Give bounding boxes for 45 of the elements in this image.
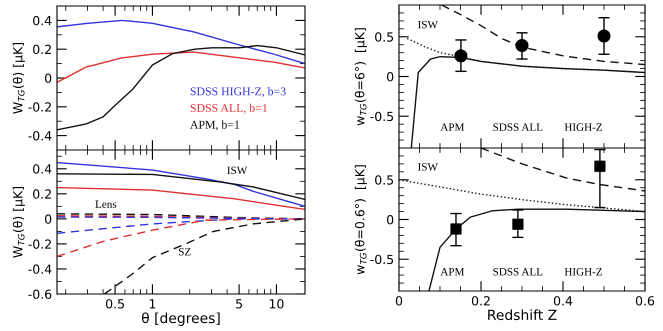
x-tick-label: 10	[270, 299, 284, 309]
x-tick-label: 0.2	[472, 296, 490, 306]
y-tick-label: -0.5	[370, 254, 394, 264]
y-axis-title: W$_{TG}$(θ) [μK]	[12, 186, 25, 258]
annotation: ISW	[227, 166, 248, 174]
x-axis-title: θ [degrees]	[142, 312, 220, 326]
annotation: APM	[440, 123, 464, 131]
x-tick-label: 0.5	[106, 299, 124, 309]
x-tick-label: 0.6	[636, 296, 654, 306]
y-tick-label: 0.2	[33, 189, 51, 199]
y-tick-label: -0.4	[28, 131, 52, 141]
annotation: SDSS ALL	[493, 123, 542, 131]
annotation: HIGH-Z	[564, 123, 602, 131]
x-tick-label: 5	[236, 299, 242, 309]
y-tick-label: 0	[387, 214, 394, 224]
y-axis-title: w$_{TG}$(θ=0.6°) [μK]	[354, 165, 367, 274]
annotation: SZ	[178, 248, 191, 256]
annotation: ISW	[418, 163, 438, 171]
y-tick-label: -0.6	[28, 289, 52, 299]
y-tick-label: 0	[387, 72, 394, 82]
y-tick-label: 0.5	[375, 175, 394, 185]
annotation: SDSS ALL	[493, 268, 542, 276]
y-tick-label: 0.4	[33, 164, 52, 174]
y-tick-label: 0.2	[33, 44, 51, 54]
annotation: Lens	[95, 200, 116, 208]
annotation: APM	[440, 268, 464, 276]
annotation: HIGH-Z	[564, 268, 602, 276]
x-tick-label: 1	[150, 299, 156, 308]
y-tick-label: 0.5	[375, 32, 394, 42]
y-axis-title: W$_{TG}$(θ) [μK]	[12, 42, 25, 114]
y-axis-title: w$_{TG}$(θ=6°) [μK]	[354, 28, 367, 126]
text: SDSS ALL, b=1	[190, 104, 268, 114]
text: APM, b=1	[190, 120, 240, 130]
x-axis-title: Redshift Z	[488, 309, 557, 320]
y-tick-label: -0.2	[28, 102, 51, 112]
annotation: ISW	[418, 20, 438, 28]
y-tick-label: -0.5	[370, 112, 394, 122]
text: SDSS HIGH-Z, b=3	[190, 87, 286, 98]
y-tick-label: -0.4	[28, 264, 52, 274]
x-tick-label: 0	[396, 296, 402, 306]
y-tick-label: 0	[45, 73, 52, 83]
x-tick-label: 0.4	[554, 296, 572, 306]
y-tick-label: 0	[45, 214, 52, 224]
y-tick-label: -0.2	[28, 239, 51, 249]
y-tick-label: 0.4	[33, 16, 52, 26]
